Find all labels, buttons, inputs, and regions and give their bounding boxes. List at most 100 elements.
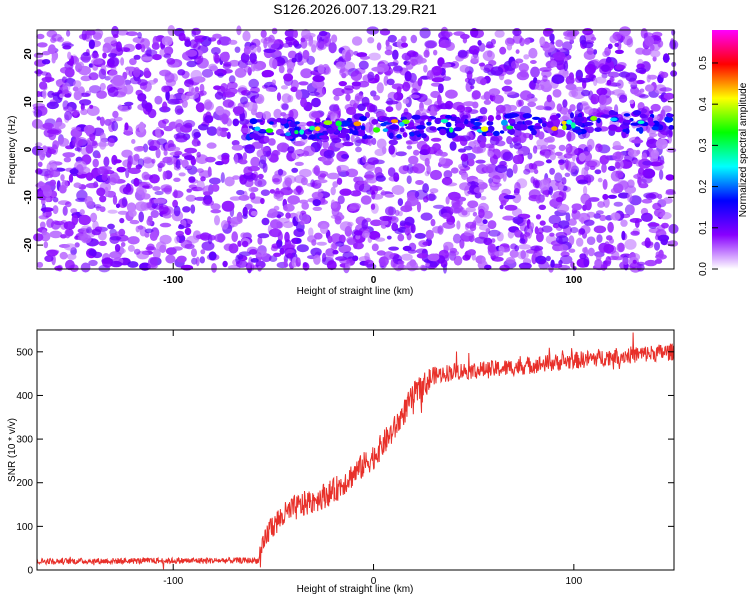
heatmap-cell — [190, 69, 203, 81]
heatmap-cell — [663, 92, 675, 100]
heatmap-cell — [255, 260, 266, 269]
heatmap-cell — [445, 196, 450, 205]
heatmap-cell — [371, 243, 379, 252]
heatmap-cell — [488, 88, 501, 96]
colorbar-tick-label: 0.1 — [698, 220, 709, 234]
heatmap-cell — [629, 99, 634, 105]
heatmap-cell — [614, 42, 619, 48]
heatmap-cell — [46, 129, 60, 134]
heatmap-cell — [371, 137, 377, 145]
heatmap-cell — [228, 75, 236, 84]
heatmap-cell — [333, 95, 340, 101]
heatmap-cell — [125, 167, 130, 179]
heatmap-cell — [147, 264, 158, 269]
heatmap-signal-cell — [249, 133, 259, 139]
heatmap-cell — [278, 65, 285, 74]
heatmap-cell — [579, 35, 587, 45]
heatmap-x-tick-label: 0 — [371, 275, 377, 286]
heatmap-cell — [652, 31, 663, 38]
heatmap-cell — [536, 232, 544, 243]
heatmap-peak-cell — [299, 129, 305, 135]
heatmap-cell — [154, 95, 163, 105]
heatmap-cell — [604, 106, 613, 111]
heatmap-cell — [92, 158, 99, 168]
heatmap-cell — [468, 45, 480, 55]
heatmap-cell — [313, 254, 321, 265]
heatmap-cell — [224, 176, 235, 187]
heatmap-signal-cell — [487, 115, 494, 122]
heatmap-cell — [328, 42, 337, 54]
heatmap-cell — [330, 202, 338, 209]
heatmap-cell — [107, 86, 119, 98]
heatmap-cell — [549, 232, 555, 237]
heatmap-cell — [184, 147, 198, 154]
heatmap-cell — [173, 205, 181, 217]
heatmap-cell — [143, 67, 150, 79]
heatmap-signal-cell — [668, 125, 675, 130]
heatmap-cell — [631, 139, 644, 144]
heatmap-cell — [652, 202, 662, 210]
heatmap-cell — [550, 60, 558, 68]
heatmap-cell — [368, 230, 381, 240]
heatmap-cell — [516, 150, 524, 155]
heatmap-cell — [509, 142, 514, 149]
heatmap-cell — [125, 185, 132, 193]
heatmap-signal-cell — [279, 118, 288, 125]
heatmap-cell — [152, 54, 162, 61]
heatmap-cell — [91, 140, 98, 149]
heatmap-cell — [52, 122, 66, 130]
heatmap-cell — [602, 179, 608, 190]
heatmap-cell — [554, 151, 563, 156]
heatmap-signal-cell — [531, 129, 537, 136]
heatmap-cell — [558, 220, 570, 229]
heatmap-cell — [33, 109, 43, 118]
heatmap-cell — [295, 186, 302, 192]
heatmap-signal-cell — [463, 118, 469, 125]
heatmap-cell — [483, 163, 495, 173]
heatmap-cell — [149, 139, 161, 151]
heatmap-cell — [166, 58, 176, 65]
heatmap-cell — [209, 235, 216, 241]
heatmap-cell — [462, 254, 471, 261]
heatmap-cell — [51, 33, 63, 42]
heatmap-cell — [282, 203, 295, 212]
heatmap-cell — [385, 106, 394, 113]
heatmap-cell — [69, 168, 79, 175]
heatmap-cell — [584, 63, 596, 75]
heatmap-cell — [588, 197, 600, 202]
heatmap-cell — [489, 136, 500, 146]
heatmap-cell — [636, 79, 645, 85]
heatmap-cell — [523, 168, 531, 175]
heatmap-cell — [527, 101, 537, 108]
heatmap-cell — [236, 189, 245, 196]
heatmap-cell — [116, 29, 129, 36]
heatmap-cell — [229, 196, 242, 201]
heatmap-cell — [487, 243, 497, 253]
heatmap-cell — [541, 225, 553, 233]
heatmap-cell — [80, 262, 91, 273]
heatmap-signal-cell — [508, 128, 515, 136]
heatmap-cell — [294, 175, 306, 184]
heatmap-cell — [138, 211, 144, 223]
snr-x-tick-label: 100 — [565, 576, 582, 587]
heatmap-cell — [112, 34, 119, 39]
heatmap-cell — [212, 33, 222, 39]
heatmap-cell — [552, 89, 562, 98]
heatmap-signal-cell — [485, 132, 494, 137]
heatmap-cell — [218, 36, 232, 46]
heatmap-signal-cell — [345, 133, 350, 141]
heatmap-cell — [431, 65, 443, 76]
heatmap-cell — [665, 174, 675, 181]
heatmap-cell — [507, 104, 517, 112]
heatmap-cell — [580, 193, 591, 205]
heatmap-cell — [158, 204, 169, 215]
heatmap-signal-cell — [420, 115, 430, 120]
heatmap-cell — [62, 100, 69, 110]
heatmap-cell — [72, 137, 83, 148]
heatmap-cell — [299, 168, 312, 178]
heatmap-signal-cell — [647, 116, 654, 124]
heatmap-cell — [149, 231, 158, 241]
heatmap-cell — [93, 204, 102, 209]
heatmap-cell — [280, 85, 289, 90]
heatmap-cell — [350, 134, 355, 143]
